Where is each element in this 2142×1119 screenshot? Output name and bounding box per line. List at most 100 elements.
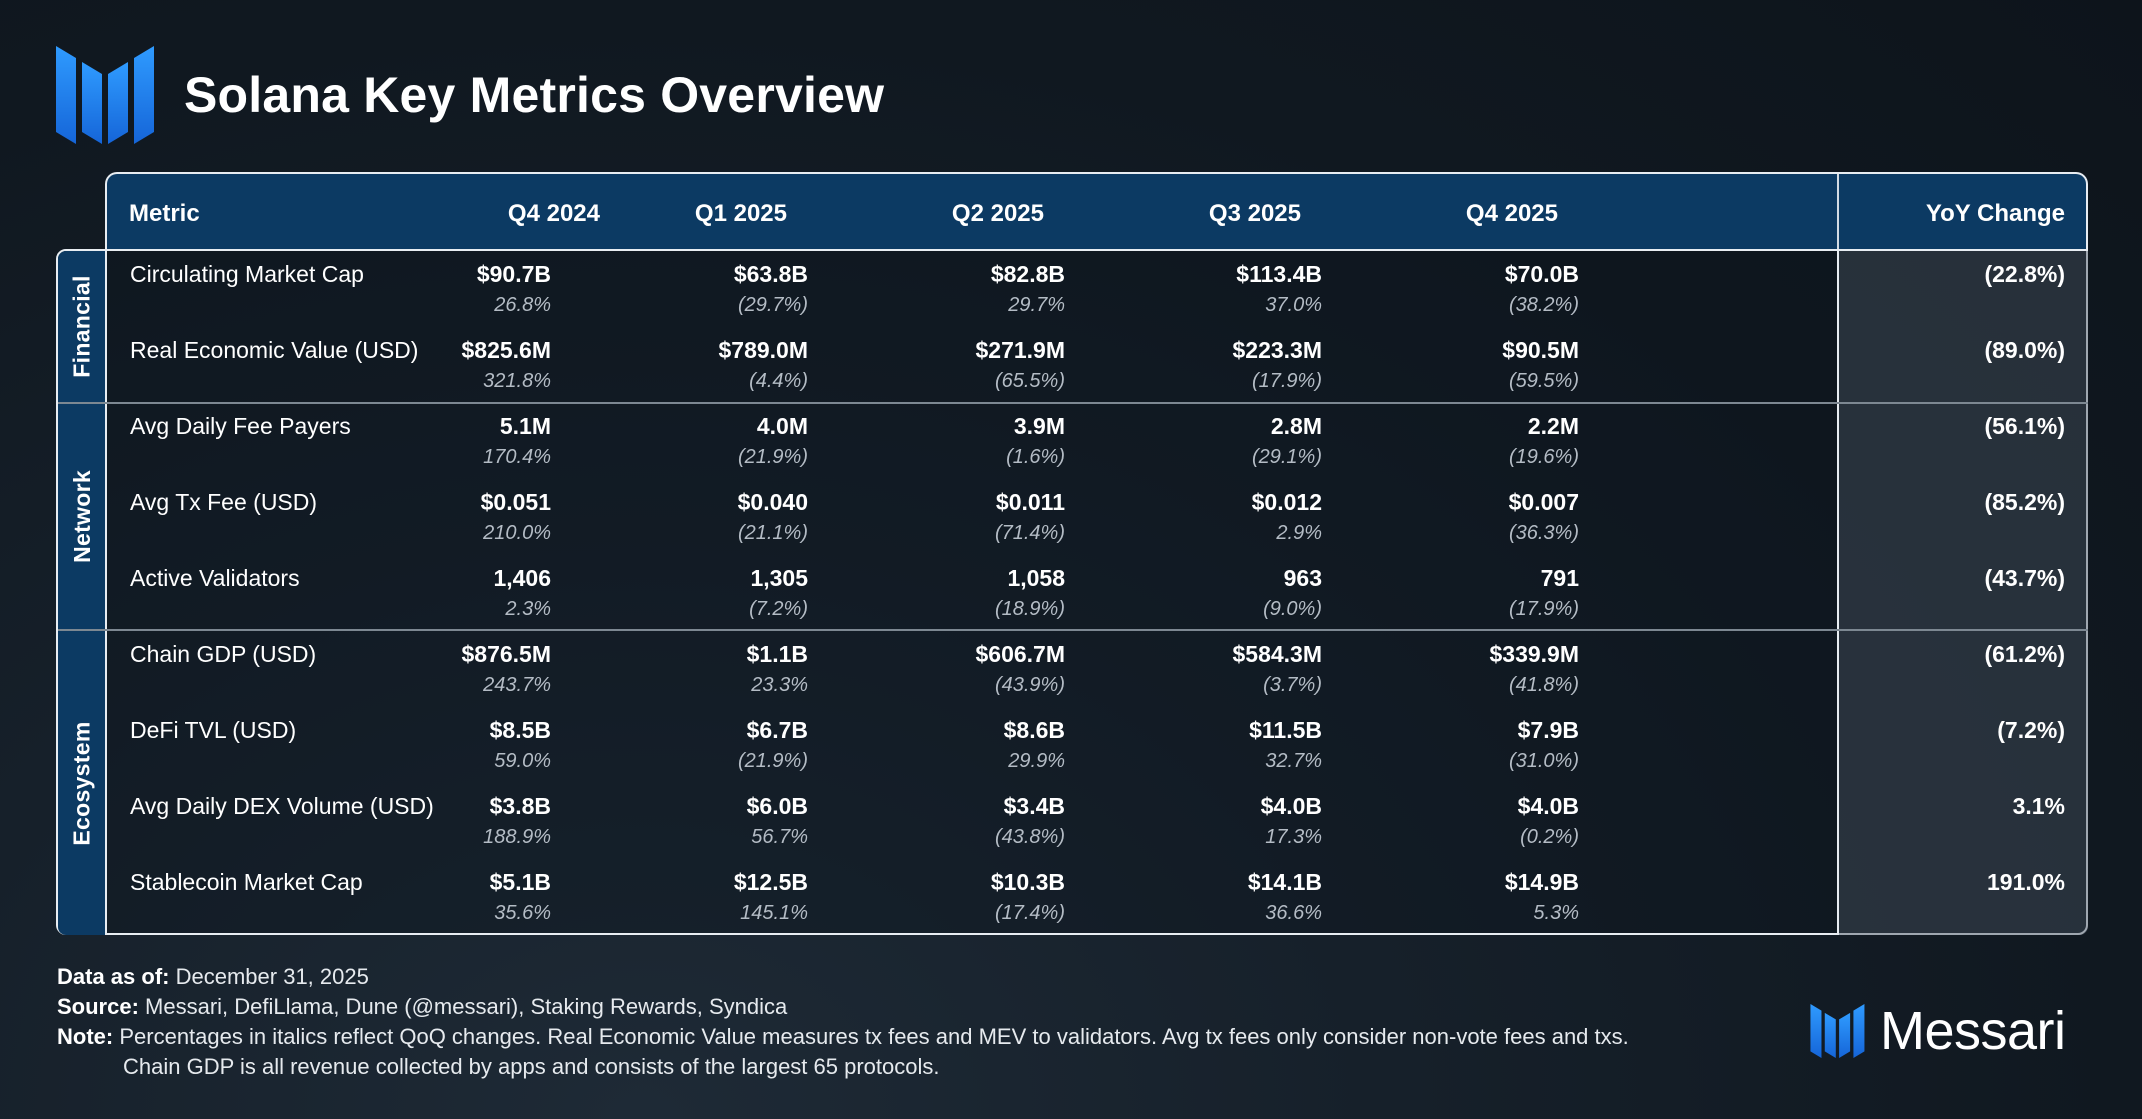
metric-name: Chain GDP (USD)	[130, 641, 317, 667]
metric-name: DeFi TVL (USD)	[130, 717, 297, 743]
quarter-value: $339.9M	[1489, 641, 1579, 667]
note-line: Note: Percentages in italics reflect QoQ…	[57, 1024, 1629, 1049]
yoy-value: (85.2%)	[1984, 489, 2065, 515]
quarter-value: $14.9B	[1504, 869, 1579, 895]
yoy-value: (7.2%)	[1997, 717, 2065, 743]
qoq-change: 243.7%	[483, 674, 551, 696]
quarter-value: 1,406	[493, 565, 551, 591]
quarter-value: $90.7B	[476, 261, 551, 287]
value-cell: $11.5B 32.7%	[1102, 717, 1322, 773]
value-cell: $876.5M 243.7%	[331, 641, 551, 697]
metric-name: Circulating Market Cap	[130, 261, 364, 287]
value-cell: 2.8M (29.1%)	[1102, 413, 1322, 469]
quarter-value: 2.2M	[1527, 413, 1579, 439]
qoq-change: (38.2%)	[1508, 294, 1579, 316]
qoq-change: 145.1%	[740, 902, 808, 924]
qoq-change: 36.6%	[1265, 902, 1322, 924]
qoq-change: 26.8%	[494, 294, 551, 316]
quarter-value: $90.5M	[1502, 337, 1579, 363]
value-cell: $0.007 (36.3%)	[1359, 489, 1579, 545]
quarter-value: $70.0B	[1504, 261, 1579, 287]
table-row: Avg Daily DEX Volume (USD) $3.8B 188.9% $6.…	[58, 783, 2090, 859]
value-cell: $8.6B 29.9%	[845, 717, 1065, 773]
value-cell: $1.1B 23.3%	[588, 641, 808, 697]
value-cell: 963 (9.0%)	[1102, 565, 1322, 621]
value-cell: $113.4B 37.0%	[1102, 261, 1322, 317]
page-title: Solana Key Metrics Overview	[184, 67, 885, 123]
yoy-value: (56.1%)	[1984, 413, 2065, 439]
qoq-change: (41.8%)	[1508, 674, 1579, 696]
qoq-change: (17.9%)	[1251, 370, 1322, 392]
quarter-value: 5.1M	[499, 413, 551, 439]
quarter-value: $0.051	[480, 489, 551, 515]
qoq-change: 5.3%	[1533, 902, 1579, 924]
value-cell: $789.0M (4.4%)	[588, 337, 808, 393]
quarter-value: 4.0M	[756, 413, 808, 439]
qoq-change: (21.9%)	[737, 750, 808, 772]
value-cell: $606.7M (43.9%)	[845, 641, 1065, 697]
yoy-value: (89.0%)	[1984, 337, 2065, 363]
messari-logo-icon	[1810, 1004, 1865, 1058]
header-q2-2025: Q2 2025	[951, 200, 1044, 227]
quarter-value: $271.9M	[975, 337, 1065, 363]
qoq-change: 23.3%	[751, 674, 808, 696]
value-cell: 2.2M (19.6%)	[1359, 413, 1579, 469]
qoq-change: (43.9%)	[994, 674, 1065, 696]
yoy-value: (61.2%)	[1984, 641, 2065, 667]
qoq-change: 29.9%	[1008, 750, 1065, 772]
value-cell: 1,406 2.3%	[331, 565, 551, 621]
qoq-change: 170.4%	[483, 446, 551, 468]
yoy-value: (43.7%)	[1984, 565, 2065, 591]
value-cell: 791 (17.9%)	[1359, 565, 1579, 621]
table-row: Real Economic Value (USD) $825.6M 321.8% $7…	[58, 327, 2090, 403]
qoq-change: 35.6%	[494, 902, 551, 924]
table-row: Avg Daily Fee Payers 5.1M 170.4% 4.0M (21.9%…	[58, 403, 2090, 479]
quarter-value: $789.0M	[718, 337, 808, 363]
quarter-value: $14.1B	[1247, 869, 1322, 895]
quarter-value: 1,058	[1007, 565, 1065, 591]
quarter-value: 3.9M	[1013, 413, 1065, 439]
header-q3-2025: Q3 2025	[1208, 200, 1301, 227]
qoq-change: 56.7%	[751, 826, 808, 848]
value-cell: $3.4B (43.8%)	[845, 793, 1065, 849]
table-row: Chain GDP (USD) $876.5M 243.7% $1.1B 23.3% $6…	[58, 631, 2090, 707]
qoq-change: (3.7%)	[1263, 674, 1322, 696]
quarter-value: $3.4B	[1003, 793, 1065, 819]
quarter-value: $113.4B	[1236, 261, 1322, 287]
quarter-value: $0.011	[995, 489, 1065, 515]
quarter-value: $4.0B	[1260, 793, 1322, 819]
quarter-value: $10.3B	[990, 869, 1065, 895]
qoq-change: (1.6%)	[1006, 446, 1065, 468]
table-row: Stablecoin Market Cap $5.1B 35.6% $12.5B 145…	[58, 859, 2090, 935]
qoq-change: (36.3%)	[1508, 522, 1579, 544]
header: Solana Key Metrics Overview	[56, 46, 884, 144]
quarter-value: $63.8B	[733, 261, 808, 287]
metric-name: Avg Tx Fee (USD)	[130, 489, 318, 515]
source-line: Source: Messari, DefiLlama, Dune (@messa…	[57, 994, 788, 1019]
value-cell: $7.9B (31.0%)	[1359, 717, 1579, 773]
qoq-change: (59.5%)	[1508, 370, 1579, 392]
header-yoy-change: YoY Change	[1925, 200, 2065, 227]
value-cell: $4.0B 17.3%	[1102, 793, 1322, 849]
quarter-value: $11.5B	[1249, 717, 1322, 743]
yoy-value: 3.1%	[2012, 793, 2065, 819]
quarter-value: $6.7B	[746, 717, 808, 743]
yoy-value: (22.8%)	[1984, 261, 2065, 287]
value-cell: $339.9M (41.8%)	[1359, 641, 1579, 697]
value-cell: $82.8B 29.7%	[845, 261, 1065, 317]
quarter-value: $825.6M	[461, 337, 551, 363]
value-cell: $0.012 2.9%	[1102, 489, 1322, 545]
value-cell: $5.1B 35.6%	[331, 869, 551, 925]
qoq-change: (9.0%)	[1263, 598, 1322, 620]
value-cell: $4.0B (0.2%)	[1359, 793, 1579, 849]
value-cell: $6.0B 56.7%	[588, 793, 808, 849]
value-cell: 5.1M 170.4%	[331, 413, 551, 469]
value-cell: $8.5B 59.0%	[331, 717, 551, 773]
header-divider	[1837, 174, 1839, 251]
metrics-table: Metric Q4 2024 Q1 2025 Q2 2025 Q3 2025 Q…	[56, 172, 2088, 935]
quarter-value: 963	[1283, 565, 1322, 591]
brand-name: Messari	[1880, 1001, 2066, 1061]
qoq-change: 17.3%	[1265, 826, 1322, 848]
qoq-change: (29.7%)	[737, 294, 808, 316]
table-row: Avg Tx Fee (USD) $0.051 210.0% $0.040 (21.1%…	[58, 479, 2090, 555]
